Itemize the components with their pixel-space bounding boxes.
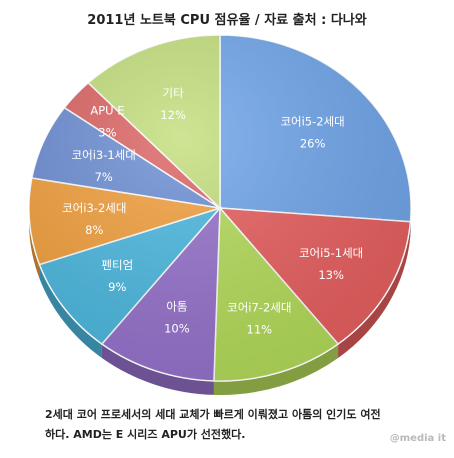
- slice-label-9: 기타: [163, 86, 185, 100]
- slice-value-1: 26%: [300, 137, 326, 151]
- slice-value-5: 9%: [108, 280, 126, 294]
- chart-title: 2011년 노트북 CPU 점유율 / 자료 출처 : 다나와: [87, 13, 367, 28]
- slice-label-2: 코어i5-1세대: [299, 246, 363, 260]
- caption-line-1: 2세대 코어 프로세서의 세대 교체가 빠르게 이뤄졌고 아톰의 인기도 여전: [45, 408, 381, 421]
- slice-value-8: 3%: [98, 126, 116, 140]
- slice-label-8: APU E: [90, 104, 124, 118]
- slice-value-9: 12%: [160, 108, 186, 122]
- caption: 2세대 코어 프로세서의 세대 교체가 빠르게 이뤄졌고 아톰의 인기도 여전 …: [45, 405, 445, 445]
- caption-line-2: 하다. AMD는 E 시리즈 APU가 선전했다.: [45, 428, 246, 441]
- slice-value-4: 10%: [164, 321, 190, 335]
- slice-value-2: 13%: [318, 268, 344, 282]
- slice-label-1: 코어i5-2세대: [280, 115, 344, 129]
- slice-label-4: 아톰: [166, 299, 187, 313]
- slice-label-5: 펜티엄: [101, 258, 133, 272]
- watermark: @media it: [389, 433, 446, 444]
- pie-side-3: [213, 343, 339, 395]
- slice-value-7: 7%: [95, 170, 113, 184]
- slice-value-6: 8%: [85, 223, 103, 237]
- slice-label-7: 코어i3-1세대: [72, 148, 136, 162]
- slice-label-3: 코어i7-2세대: [227, 301, 291, 315]
- slice-label-6: 코어i3-2세대: [62, 201, 126, 215]
- pie-labels: 코어i5-2세대 26% 코어i5-1세대 13% 코어i7-2세대 11% 아톰 10% 펜티…: [62, 86, 363, 337]
- pie-side-4: [101, 343, 214, 395]
- slice-value-3: 11%: [247, 323, 273, 337]
